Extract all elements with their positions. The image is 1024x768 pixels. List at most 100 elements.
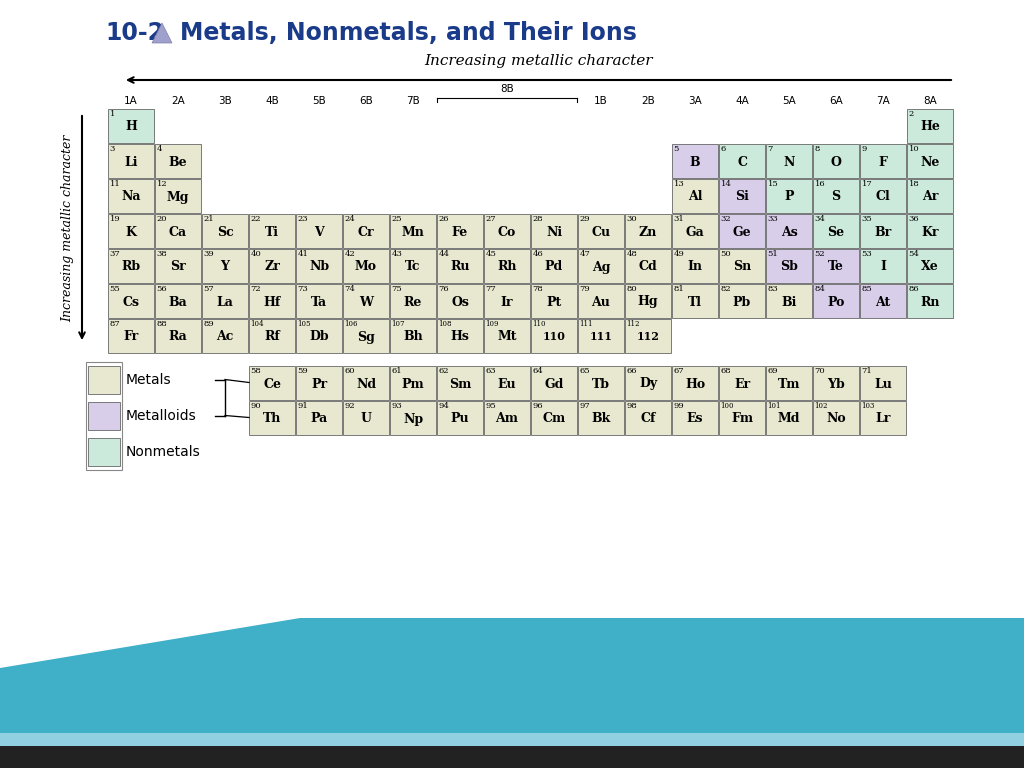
Text: 8: 8 (814, 145, 820, 153)
Bar (625, 366, 671, 400)
Text: 6: 6 (721, 145, 726, 153)
Text: W: W (359, 296, 373, 309)
Text: I: I (880, 260, 886, 273)
Bar (860, 249, 906, 283)
Text: Sn: Sn (733, 260, 752, 273)
Text: 4B: 4B (265, 96, 279, 106)
Bar (672, 284, 718, 318)
Text: 97: 97 (580, 402, 590, 410)
Text: Es: Es (687, 412, 703, 425)
Bar (813, 214, 859, 248)
Text: 64: 64 (532, 367, 544, 375)
Text: Nd: Nd (356, 378, 376, 390)
Bar (155, 249, 201, 283)
Text: Rb: Rb (122, 260, 140, 273)
Text: Ta: Ta (311, 296, 327, 309)
Bar (343, 284, 389, 318)
Bar (860, 401, 906, 435)
Text: 6A: 6A (829, 96, 843, 106)
Text: 69: 69 (768, 367, 778, 375)
Bar (390, 284, 436, 318)
Text: Pm: Pm (401, 378, 424, 390)
Text: Cu: Cu (592, 226, 610, 239)
Text: 111: 111 (580, 320, 593, 328)
Bar (343, 319, 389, 353)
Bar (249, 284, 295, 318)
Bar (531, 366, 577, 400)
Text: 48: 48 (627, 250, 637, 258)
Bar (578, 401, 624, 435)
Text: Gd: Gd (545, 378, 563, 390)
Text: 5: 5 (674, 145, 679, 153)
Text: 99: 99 (674, 402, 684, 410)
Text: Hf: Hf (263, 296, 281, 309)
Text: 40: 40 (251, 250, 261, 258)
Text: Ru: Ru (451, 260, 470, 273)
Text: 101: 101 (768, 402, 781, 410)
Bar (531, 401, 577, 435)
Text: Y: Y (220, 260, 229, 273)
Text: 78: 78 (532, 285, 544, 293)
Text: 3A: 3A (688, 96, 701, 106)
Text: 10-2: 10-2 (105, 21, 164, 45)
Text: Pb: Pb (733, 296, 752, 309)
Text: 20: 20 (157, 215, 167, 223)
Text: 4A: 4A (735, 96, 749, 106)
Text: 72: 72 (251, 285, 261, 293)
Text: 108: 108 (438, 320, 452, 328)
Text: 84: 84 (814, 285, 825, 293)
Text: 37: 37 (110, 250, 120, 258)
Bar (249, 249, 295, 283)
Text: 8B: 8B (500, 84, 514, 94)
Bar (202, 214, 248, 248)
Text: 73: 73 (298, 285, 308, 293)
Text: 106: 106 (344, 320, 358, 328)
Text: 35: 35 (861, 215, 872, 223)
Text: Ag: Ag (592, 260, 610, 273)
Text: 3B: 3B (218, 96, 231, 106)
Text: Ga: Ga (686, 226, 705, 239)
Text: 10: 10 (908, 145, 920, 153)
Text: 7A: 7A (877, 96, 890, 106)
Text: 30: 30 (627, 215, 637, 223)
Bar (249, 366, 295, 400)
Text: Cm: Cm (543, 412, 565, 425)
Text: Zr: Zr (264, 260, 280, 273)
Text: Nonmetals: Nonmetals (126, 445, 201, 458)
Text: Hs: Hs (451, 330, 469, 343)
Text: Si: Si (735, 190, 749, 204)
Text: 82: 82 (721, 285, 731, 293)
Bar (719, 366, 765, 400)
Bar (343, 366, 389, 400)
Text: No: No (826, 412, 846, 425)
Text: Sb: Sb (780, 260, 798, 273)
Text: Te: Te (828, 260, 844, 273)
Text: 54: 54 (908, 250, 920, 258)
Text: Br: Br (874, 226, 892, 239)
Text: 58: 58 (251, 367, 261, 375)
Bar (719, 284, 765, 318)
Bar (813, 249, 859, 283)
Text: 23: 23 (298, 215, 308, 223)
Text: Metalloids: Metalloids (126, 409, 197, 422)
Text: 5B: 5B (312, 96, 326, 106)
Text: 2A: 2A (171, 96, 185, 106)
Bar (108, 179, 154, 213)
Text: Al: Al (688, 190, 702, 204)
Text: Tl: Tl (688, 296, 702, 309)
Text: Rh: Rh (498, 260, 517, 273)
Bar (296, 366, 342, 400)
Bar (672, 401, 718, 435)
Bar (108, 284, 154, 318)
Bar (766, 366, 812, 400)
Text: 11: 11 (110, 180, 120, 188)
Text: Ba: Ba (169, 296, 187, 309)
Bar (578, 366, 624, 400)
Text: 44: 44 (438, 250, 450, 258)
Bar (719, 144, 765, 178)
Polygon shape (0, 618, 1024, 768)
Text: 17: 17 (861, 180, 872, 188)
Text: 107: 107 (391, 320, 406, 328)
Bar (907, 144, 953, 178)
Text: Co: Co (498, 226, 516, 239)
